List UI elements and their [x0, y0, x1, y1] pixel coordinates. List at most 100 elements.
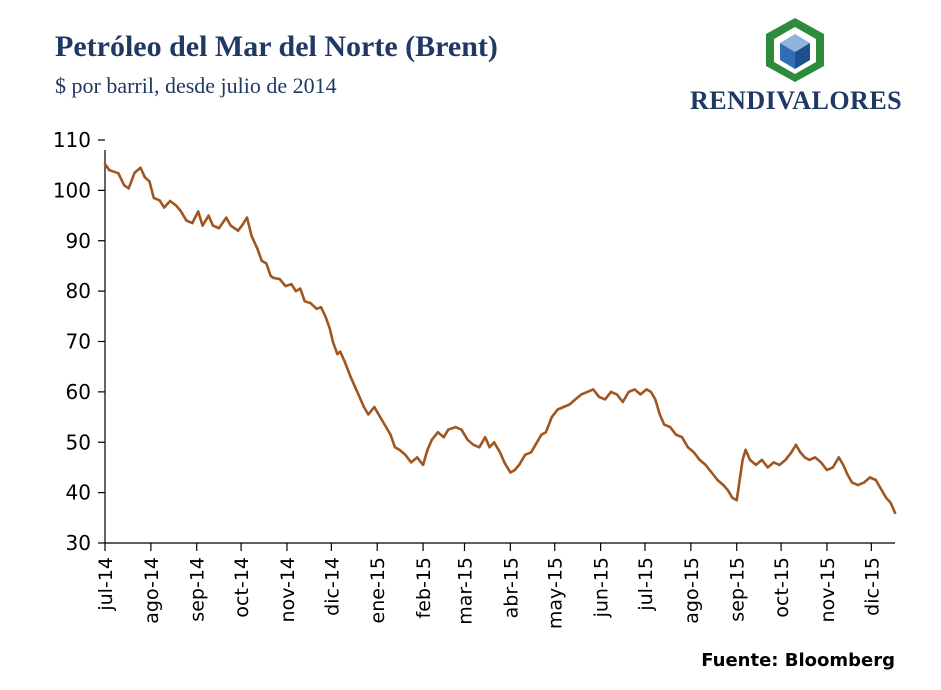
data-point: [544, 431, 548, 434]
x-tick-label: jun-15: [591, 557, 613, 618]
data-point: [889, 501, 892, 504]
data-point: [241, 223, 244, 226]
data-point: [741, 458, 744, 462]
data-point: [379, 415, 382, 419]
data-point: [265, 262, 268, 265]
data-point: [484, 436, 487, 439]
data-point: [580, 393, 583, 396]
data-point: [108, 169, 111, 172]
data-point: [299, 287, 302, 290]
data-point: [534, 443, 537, 446]
data-point: [163, 206, 166, 209]
data-point: [893, 511, 897, 514]
x-tick-label: dic-15: [861, 557, 883, 616]
data-point: [592, 388, 595, 391]
data-point: [488, 446, 491, 449]
x-tick-label: feb-15: [413, 557, 435, 618]
data-point: [586, 390, 589, 394]
data-point: [404, 453, 407, 456]
data-point: [426, 448, 429, 451]
data-point: [139, 166, 142, 169]
data-point: [621, 400, 624, 404]
data-point: [472, 443, 475, 446]
y-tick-label: 60: [66, 380, 91, 404]
data-point: [478, 446, 481, 449]
data-point: [738, 478, 741, 482]
data-point: [174, 204, 178, 207]
x-tick-label: dic-14: [321, 557, 343, 616]
data-point: [744, 448, 747, 451]
data-point: [597, 395, 601, 399]
data-point: [384, 425, 388, 429]
data-point: [748, 458, 752, 462]
y-tick-label: 30: [66, 531, 91, 555]
data-point: [201, 224, 204, 227]
data-point: [627, 390, 630, 394]
data-point: [819, 461, 823, 464]
data-point: [633, 388, 636, 391]
data-point: [324, 315, 327, 318]
data-point: [269, 274, 272, 278]
data-point: [442, 436, 445, 439]
data-point: [278, 277, 281, 281]
data-point: [336, 352, 339, 356]
data-point: [191, 221, 194, 225]
data-point: [794, 443, 798, 446]
data-point: [698, 458, 701, 462]
data-point: [825, 468, 829, 472]
cube-logo-icon: [766, 18, 824, 82]
data-point: [760, 458, 764, 462]
data-point: [256, 247, 259, 250]
y-tick-label: 70: [66, 330, 91, 354]
data-point: [260, 259, 263, 263]
data-point: [837, 456, 840, 459]
data-point: [294, 289, 297, 293]
data-point: [362, 405, 366, 409]
data-point: [808, 458, 811, 462]
data-point: [509, 471, 512, 474]
data-point: [416, 456, 419, 459]
data-point: [331, 340, 334, 343]
data-point: [674, 433, 678, 436]
data-point: [609, 390, 613, 394]
data-point: [649, 390, 653, 394]
data-point: [518, 463, 521, 467]
y-tick-label: 50: [66, 430, 91, 454]
data-point: [309, 302, 312, 305]
data-point: [615, 393, 619, 396]
data-point: [272, 276, 275, 280]
data-point: [799, 451, 802, 454]
data-point: [358, 395, 361, 399]
x-tick-label: nov-15: [817, 557, 839, 622]
series-group: [103, 162, 897, 515]
data-point: [850, 481, 854, 484]
data-point: [503, 461, 506, 464]
x-tick-label: ago-15: [681, 557, 703, 624]
data-point: [319, 306, 323, 309]
data-point: [229, 224, 232, 227]
data-point: [704, 463, 707, 467]
data-point: [813, 456, 817, 459]
data-point: [343, 360, 346, 363]
data-point: [185, 219, 188, 222]
data-point: [556, 408, 559, 411]
data-point: [735, 499, 738, 502]
data-point: [766, 466, 769, 469]
data-point: [217, 227, 221, 230]
data-point: [790, 451, 793, 454]
data-point: [879, 486, 882, 489]
data-point: [236, 229, 240, 232]
data-point: [133, 171, 136, 174]
data-point: [389, 433, 392, 436]
data-point: [668, 425, 672, 429]
x-tick-label: sep-14: [187, 557, 209, 622]
data-point: [290, 282, 293, 286]
data-point: [772, 461, 775, 464]
data-point: [523, 453, 527, 456]
x-tick-label: ago-14: [141, 557, 163, 624]
data-point: [460, 428, 463, 431]
data-point: [562, 405, 565, 409]
data-point: [645, 388, 648, 391]
data-point: [884, 496, 888, 499]
